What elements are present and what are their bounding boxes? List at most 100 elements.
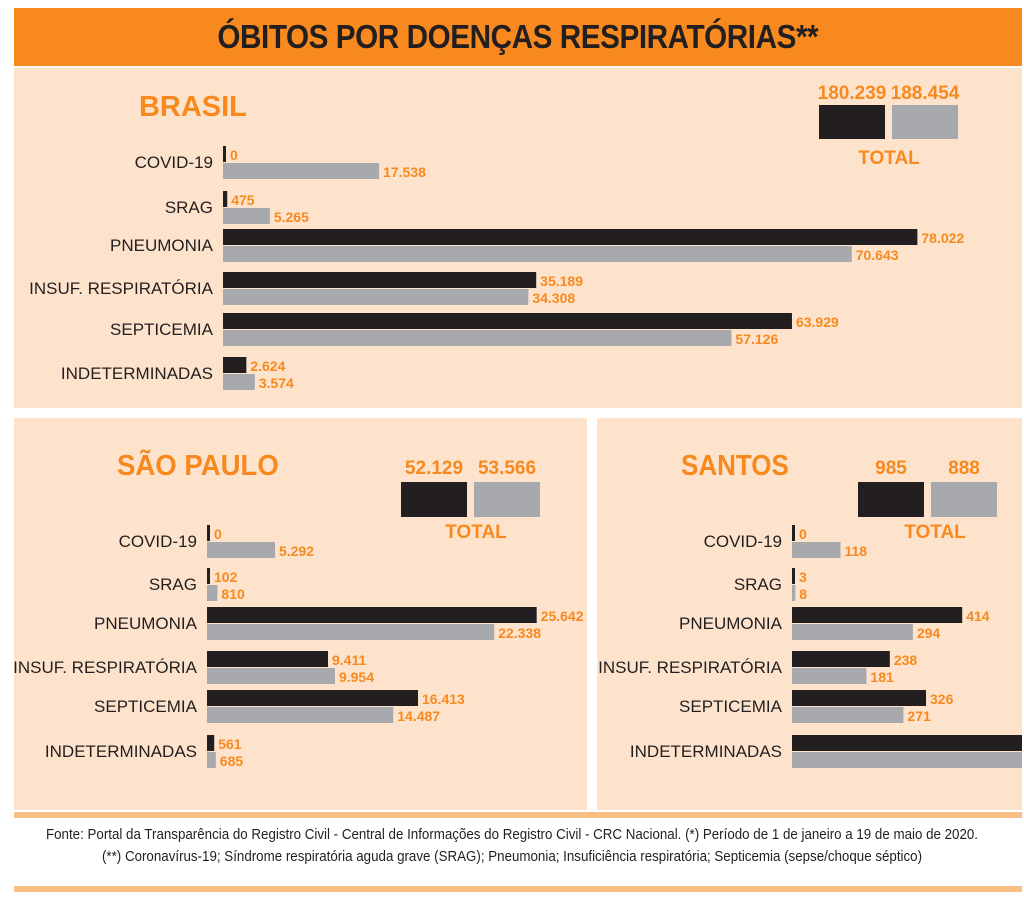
chart-santos: SANTOS 985 888 TOTAL COVID-19 0 118 SRAG 38 PNEUM… bbox=[598, 450, 1022, 768]
santos-bar-pneumonia-2020 bbox=[792, 624, 913, 640]
sao-paulo-value-covid-19-2019: 0 bbox=[214, 526, 222, 542]
santos-value-covid-19-2019: 0 bbox=[799, 526, 807, 542]
brasil-bar-covid-19-2020 bbox=[223, 163, 380, 179]
divider-bottom bbox=[14, 886, 1022, 892]
divider-top bbox=[14, 812, 1022, 818]
santos-bar-srag-2019 bbox=[792, 568, 795, 584]
sao-paulo-category-septicemia: SEPTICEMIA bbox=[94, 697, 198, 716]
sao-paulo-bar-indeterminadas-2020 bbox=[207, 752, 216, 768]
brasil-bar-pneumonia-2019 bbox=[223, 229, 918, 245]
sao-paulo-bar-insuf-respiratoria-2020 bbox=[207, 668, 335, 684]
brasil-value-indeterminadas-2019: 2.624 bbox=[250, 358, 285, 374]
santos-category-srag: SRAG bbox=[734, 575, 782, 594]
santos-bar-covid-19-2020 bbox=[792, 542, 841, 558]
panel-brasil: BRASIL 180.239 188.454 TOTAL COVID-19 0 17.538… bbox=[14, 68, 1022, 408]
sao-paulo-bar-septicemia-2020 bbox=[207, 707, 394, 723]
sao-paulo-bar-pneumonia-2020 bbox=[207, 624, 495, 640]
source-note: Fonte: Portal da Transparência do Regist… bbox=[0, 824, 1024, 868]
brasil-category-insuf-respiratoria: INSUF. RESPIRATÓRIA bbox=[29, 279, 214, 298]
santos-bar-srag-2020 bbox=[792, 585, 796, 601]
source-line-1: Fonte: Portal da Transparência do Regist… bbox=[45, 827, 979, 843]
santos-value-srag-2020: 8 bbox=[799, 586, 807, 602]
brasil-bar-covid-19-2019 bbox=[223, 146, 226, 162]
brasil-value-covid-19-2019: 0 bbox=[230, 147, 238, 163]
sao-paulo-value-insuf-respiratoria-2019: 9.411 bbox=[332, 652, 366, 668]
sao-paulo-total-value-2020: 53.566 bbox=[478, 458, 536, 479]
brasil-value-srag-2020: 5.265 bbox=[274, 209, 309, 225]
sao-paulo-value-pneumonia-2019: 25.642 bbox=[541, 608, 584, 624]
brasil-category-septicemia: SEPTICEMIA bbox=[110, 320, 214, 339]
source-line-2: (**) Coronavírus-19; Síndrome respiratór… bbox=[101, 849, 923, 865]
sao-paulo-value-indeterminadas-2020: 685 bbox=[220, 753, 244, 769]
brasil-category-srag: SRAG bbox=[165, 198, 213, 217]
chart-header: ÓBITOS POR DOENÇAS RESPIRATÓRIAS** bbox=[14, 8, 1022, 66]
sao-paulo-total-box-2019 bbox=[401, 482, 467, 517]
santos-value-srag-2019: 3 bbox=[799, 569, 807, 585]
brasil-total-label: TOTAL bbox=[858, 148, 920, 169]
brasil-value-indeterminadas-2020: 3.574 bbox=[259, 375, 294, 391]
sao-paulo-bar-covid-19-2020 bbox=[207, 542, 276, 558]
santos-value-insuf-respiratoria-2019: 238 bbox=[894, 652, 918, 668]
santos-value-septicemia-2020: 271 bbox=[907, 708, 931, 724]
brasil-bar-septicemia-2020 bbox=[223, 330, 732, 346]
panel-sao-paulo: SÃO PAULO 52.129 53.566 TOTAL COVID-19 0 5.292… bbox=[14, 418, 587, 810]
sao-paulo-total-label: TOTAL bbox=[445, 522, 507, 543]
santos-value-covid-19-2020: 118 bbox=[845, 543, 868, 559]
sao-paulo-bar-covid-19-2019 bbox=[207, 525, 210, 541]
brasil-category-covid-19: COVID-19 bbox=[135, 153, 213, 172]
sao-paulo-category-indeterminadas: INDETERMINADAS bbox=[45, 742, 197, 761]
brasil-bar-indeterminadas-2020 bbox=[223, 374, 255, 390]
sao-paulo-bar-pneumonia-2019 bbox=[207, 607, 537, 623]
santos-category-insuf-respiratoria: INSUF. RESPIRATÓRIA bbox=[598, 658, 783, 677]
sao-paulo-category-covid-19: COVID-19 bbox=[119, 532, 197, 551]
santos-category-covid-19: COVID-19 bbox=[704, 532, 782, 551]
sao-paulo-value-srag-2020: 810 bbox=[221, 586, 245, 602]
brasil-bar-indeterminadas-2019 bbox=[223, 357, 247, 373]
santos-bar-insuf-respiratoria-2019 bbox=[792, 651, 890, 667]
santos-value-insuf-respiratoria-2020: 181 bbox=[870, 669, 894, 685]
santos-bar-covid-19-2019 bbox=[792, 525, 795, 541]
brasil-bar-septicemia-2019 bbox=[223, 313, 792, 329]
sao-paulo-bar-srag-2019 bbox=[207, 568, 210, 584]
santos-bar-septicemia-2020 bbox=[792, 707, 904, 723]
sao-paulo-category-pneumonia: PNEUMONIA bbox=[94, 614, 198, 633]
brasil-value-srag-2019: 475 bbox=[231, 192, 255, 208]
santos-value-septicemia-2019: 326 bbox=[930, 691, 954, 707]
sao-paulo-total-box-2020 bbox=[474, 482, 540, 517]
santos-bar-septicemia-2019 bbox=[792, 690, 927, 706]
sao-paulo-value-indeterminadas-2019: 561 bbox=[218, 736, 242, 752]
brasil-bar-pneumonia-2020 bbox=[223, 246, 852, 262]
brasil-total-box-2019 bbox=[819, 105, 885, 139]
sao-paulo-category-srag: SRAG bbox=[149, 575, 197, 594]
sao-paulo-value-pneumonia-2020: 22.338 bbox=[498, 625, 541, 641]
brasil-value-septicemia-2020: 57.126 bbox=[735, 331, 778, 347]
sao-paulo-bar-septicemia-2019 bbox=[207, 690, 419, 706]
santos-total-box-2019 bbox=[858, 482, 924, 517]
chart-title: ÓBITOS POR DOENÇAS RESPIRATÓRIAS** bbox=[217, 18, 819, 55]
santos-category-pneumonia: PNEUMONIA bbox=[679, 614, 783, 633]
brasil-title: BRASIL bbox=[139, 91, 247, 123]
sao-paulo-value-srag-2019: 102 bbox=[214, 569, 238, 585]
chart-sao-paulo: SÃO PAULO 52.129 53.566 TOTAL COVID-19 0 5.292… bbox=[14, 448, 584, 769]
brasil-value-pneumonia-2019: 78.022 bbox=[921, 230, 964, 246]
santos-total-value-2020: 888 bbox=[948, 458, 980, 479]
brasil-bar-srag-2020 bbox=[223, 208, 270, 224]
sao-paulo-value-septicemia-2019: 16.413 bbox=[422, 691, 465, 707]
santos-total-label: TOTAL bbox=[904, 522, 966, 543]
santos-bar-indeterminadas-2020 bbox=[792, 752, 1022, 768]
sao-paulo-category-insuf-respiratoria: INSUF. RESPIRATÓRIA bbox=[14, 658, 198, 677]
sao-paulo-value-insuf-respiratoria-2020: 9.954 bbox=[339, 669, 374, 685]
brasil-total-box-2020 bbox=[892, 105, 958, 139]
brasil-value-covid-19-2020: 17.538 bbox=[383, 164, 426, 180]
santos-bar-insuf-respiratoria-2020 bbox=[792, 668, 867, 684]
brasil-value-insuf-respiratoria-2020: 34.308 bbox=[532, 290, 575, 306]
brasil-bar-insuf-respiratoria-2020 bbox=[223, 289, 529, 305]
sao-paulo-bar-insuf-respiratoria-2019 bbox=[207, 651, 328, 667]
panel-santos: SANTOS 985 888 TOTAL COVID-19 0 118 SRAG 3 8 PNEUM… bbox=[597, 418, 1022, 810]
sao-paulo-bar-indeterminadas-2019 bbox=[207, 735, 215, 751]
santos-total-box-2020 bbox=[931, 482, 997, 517]
brasil-value-septicemia-2019: 63.929 bbox=[796, 314, 839, 330]
brasil-bar-srag-2019 bbox=[223, 191, 228, 207]
santos-value-pneumonia-2019: 414 bbox=[966, 608, 990, 624]
santos-category-septicemia: SEPTICEMIA bbox=[679, 697, 783, 716]
